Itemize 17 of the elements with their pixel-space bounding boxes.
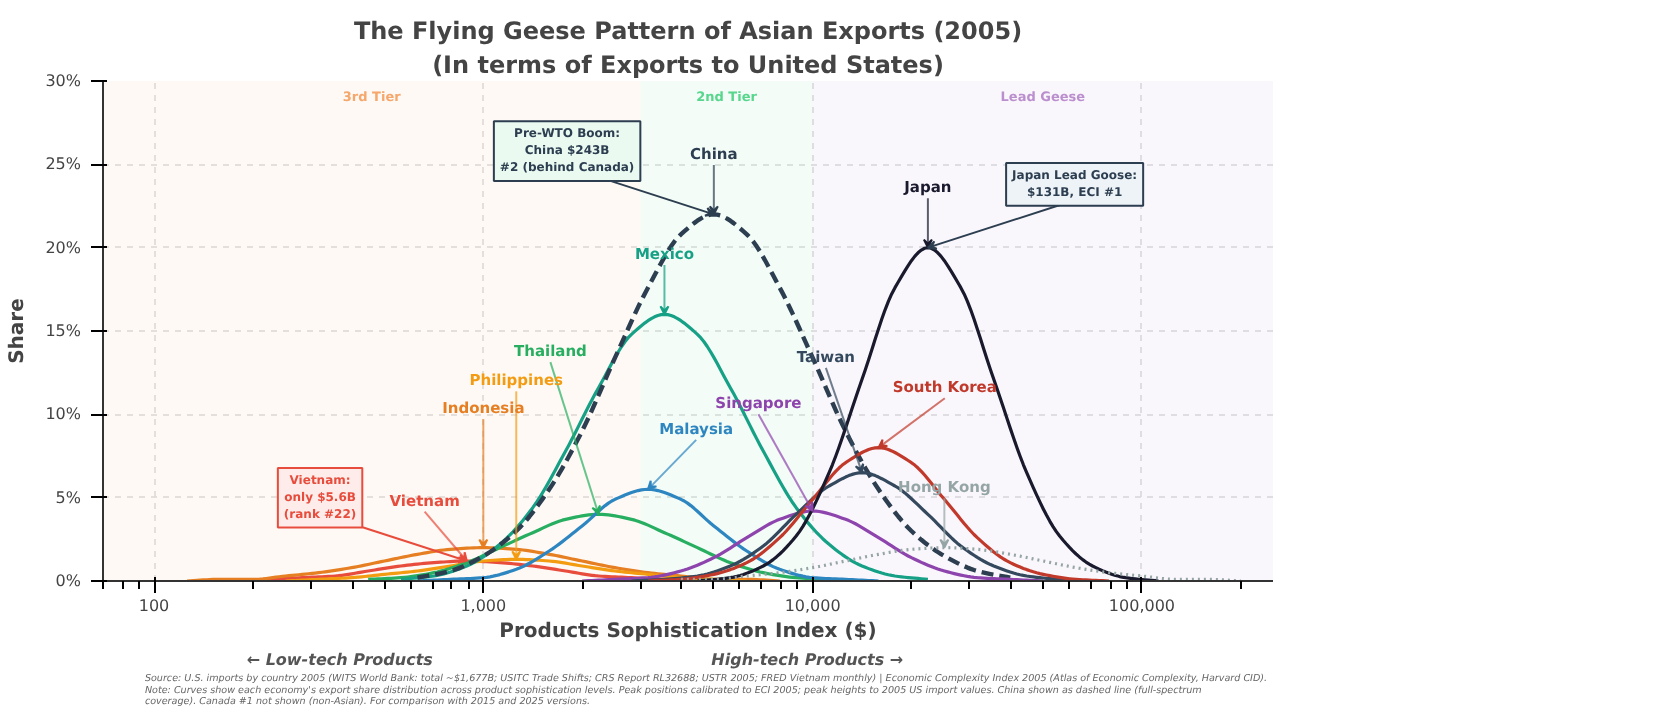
- y-tick-label: 30%: [45, 72, 82, 90]
- text: ← Low-tech Products: [246, 651, 434, 669]
- y-tick-label: 5%: [55, 488, 82, 507]
- y-tick-label: 25%: [45, 155, 82, 174]
- y-tick-label: 15%: [45, 322, 82, 340]
- x-tick-label: 1,000: [460, 597, 507, 615]
- y-axis-title: Share: [7, 297, 30, 364]
- y-tick-label: 0%: [55, 572, 82, 590]
- x-axis-title: Products Sophistication Index ($): [499, 621, 877, 643]
- y-tick-label: 20%: [45, 238, 82, 257]
- chart-subtitle: (In terms of Exports to United States): [432, 51, 944, 79]
- y-tick-label: 10%: [45, 405, 82, 424]
- x-tick-label: 100: [138, 597, 170, 615]
- x-tick-label: 10,000: [784, 597, 841, 615]
- x-tick-label: 100,000: [1108, 597, 1176, 615]
- chart-title: The Flying Geese Pattern of Asian Exports (2005): [353, 17, 1023, 45]
- text: High-tech Products →: [711, 651, 904, 669]
